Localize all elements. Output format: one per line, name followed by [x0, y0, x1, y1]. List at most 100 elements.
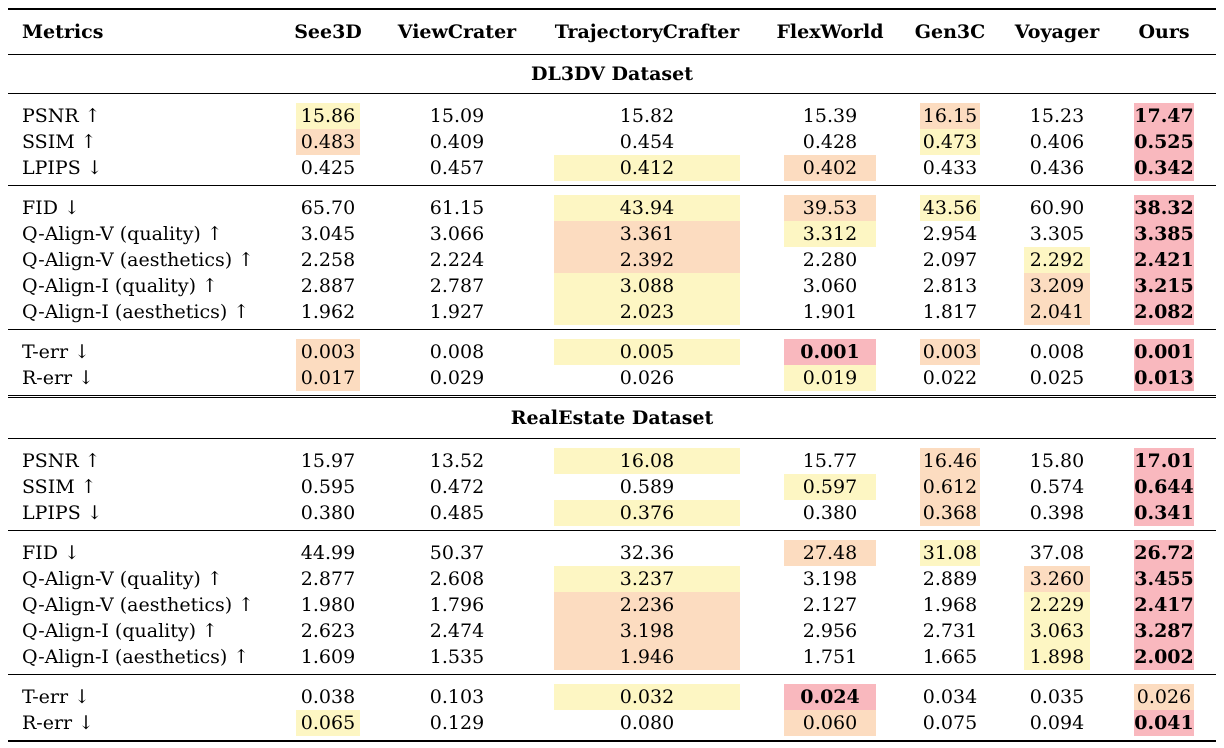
cell-value: 0.001 [1134, 339, 1194, 365]
metric-label: PSNR ↑ [22, 105, 101, 127]
table-cell: 1.796 [382, 592, 532, 618]
cell-value: 0.008 [1029, 341, 1085, 363]
table-cell: 15.23 [1002, 94, 1112, 130]
col-header-metrics: Metrics [22, 21, 104, 43]
cell-value: 3.209 [1024, 273, 1090, 299]
table-cell: 31.08 [898, 530, 1002, 566]
table-cell: 17.47 [1112, 94, 1216, 129]
table-cell: 43.94 [532, 185, 762, 221]
metric-label: T-err ↓ [8, 329, 274, 365]
metric-label: R-err ↓ [22, 712, 95, 734]
metric-label: Q-Align-I (aesthetics) ↑ [22, 301, 250, 323]
table-row: T-err ↓ 0.038 0.103 0.032 0.024 0.034 0.035 0.0… [8, 674, 1216, 710]
table-cell: 39.53 [762, 185, 898, 221]
col-header-gen3c: Gen3C [914, 21, 986, 43]
table-cell: 15.09 [382, 94, 532, 130]
table-cell: 0.473 [898, 129, 1002, 155]
table-cell: 2.258 [274, 247, 382, 273]
table-cell: 0.597 [762, 474, 898, 500]
cell-value: 2.229 [1024, 592, 1090, 618]
cell-value: 0.080 [619, 712, 675, 734]
cell-value: 2.292 [1024, 247, 1090, 273]
cell-value: 3.312 [784, 221, 876, 247]
col-header-ours: Ours [1138, 21, 1190, 43]
col-header-voyager: Voyager [1014, 21, 1100, 43]
table-cell: 15.82 [532, 94, 762, 130]
table-cell: 0.008 [1002, 329, 1112, 365]
col-header-flexworld: FlexWorld [776, 21, 884, 43]
table-cell: 16.46 [898, 439, 1002, 474]
table-cell: 0.589 [532, 474, 762, 500]
cell-value: 1.817 [922, 301, 978, 323]
cell-value: 17.47 [1134, 103, 1194, 129]
cell-value: 15.82 [619, 105, 675, 127]
table-cell: 0.025 [1002, 365, 1112, 397]
cell-value: 2.392 [554, 247, 740, 273]
metric-label: R-err ↓ [22, 367, 95, 389]
cell-value: 2.082 [1134, 299, 1194, 325]
cell-value: 0.574 [1029, 476, 1085, 498]
metric-label: Q-Align-I (quality) ↑ [22, 620, 218, 642]
table-cell: 0.019 [762, 365, 898, 397]
table-cell: 0.035 [1002, 674, 1112, 710]
cell-value: 3.215 [1134, 273, 1194, 299]
table-cell: 0.402 [762, 155, 898, 186]
table-cell: 2.417 [1112, 592, 1216, 618]
table-cell: 0.433 [898, 155, 1002, 186]
table-row: PSNR ↑ 15.97 13.52 16.08 15.77 16.46 15.80 17.0… [8, 439, 1216, 475]
cell-value: 2.023 [554, 299, 740, 325]
table-cell: 0.483 [274, 129, 382, 155]
table-cell: 0.485 [382, 500, 532, 531]
table-cell: 3.305 [1002, 221, 1112, 247]
cell-value: 2.787 [429, 275, 485, 297]
cell-value: 0.406 [1029, 131, 1085, 153]
table-cell: 15.80 [1002, 439, 1112, 475]
table-cell: 3.361 [532, 221, 762, 247]
table-row: SSIM ↑ 0.483 0.409 0.454 0.428 0.473 0.406 0.52… [8, 129, 1216, 155]
metric-label: FID ↓ [8, 185, 274, 221]
cell-value: 0.412 [554, 155, 740, 181]
cell-value: 3.060 [802, 275, 858, 297]
cell-value: 50.37 [429, 542, 485, 564]
table-cell: 3.215 [1112, 273, 1216, 299]
cell-value: 1.980 [300, 594, 356, 616]
table-cell: 61.15 [382, 185, 532, 221]
table-cell: 0.065 [274, 710, 382, 741]
table-cell: 1.535 [382, 644, 532, 675]
metric-label: SSIM ↑ [22, 131, 97, 153]
table-cell: 2.731 [898, 618, 1002, 644]
table-cell: 0.425 [274, 155, 382, 186]
cell-value: 2.097 [922, 249, 978, 271]
table-cell: 43.56 [898, 185, 1002, 221]
cell-value: 1.901 [802, 301, 858, 323]
cell-value: 15.86 [296, 103, 360, 129]
col-header-trajectorycrafter: TrajectoryCrafter [554, 21, 740, 43]
cell-value: 0.025 [1029, 367, 1085, 389]
cell-value: 0.644 [1134, 474, 1194, 500]
metric-label: PSNR ↑ [22, 450, 101, 472]
cell-value: 37.08 [1029, 542, 1085, 564]
table-cell: 65.70 [274, 185, 382, 221]
table-cell: 2.023 [532, 299, 762, 330]
cell-value: 0.454 [619, 131, 675, 153]
table-cell: 0.406 [1002, 129, 1112, 155]
cell-value: 15.39 [802, 105, 858, 127]
table-cell: 0.341 [1112, 500, 1216, 531]
table-cell: 1.898 [1002, 644, 1112, 675]
cell-value: 0.013 [1134, 365, 1194, 391]
cell-value: 2.813 [922, 275, 978, 297]
table-cell: 2.623 [274, 618, 382, 644]
table-cell: 2.097 [898, 247, 1002, 273]
cell-value: 44.99 [300, 542, 356, 564]
table-cell: 0.024 [762, 674, 898, 710]
cell-value: 15.80 [1029, 450, 1085, 472]
table-cell: 2.002 [1112, 644, 1216, 675]
table-body: DL3DV Dataset PSNR ↑ 15.86 15.09 15.82 15.39 1… [8, 54, 1216, 741]
cell-value: 0.029 [429, 367, 485, 389]
table-cell: 15.77 [762, 439, 898, 475]
table-row: Q-Align-V (quality) ↑ 2.877 2.608 3.237 3.19… [8, 566, 1216, 592]
cell-value: 2.280 [802, 249, 858, 271]
table-cell: 0.380 [762, 500, 898, 531]
section-title: RealEstate Dataset [8, 396, 1216, 439]
table-cell: 1.962 [274, 299, 382, 330]
